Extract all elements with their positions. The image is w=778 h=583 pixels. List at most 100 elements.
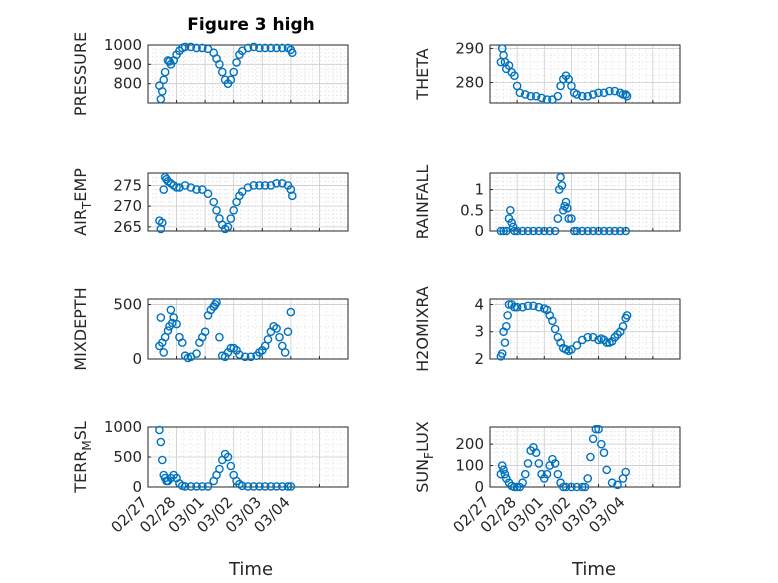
data-point bbox=[496, 469, 506, 479]
data-point bbox=[223, 452, 233, 462]
data-point bbox=[497, 349, 507, 358]
data-point bbox=[572, 90, 582, 99]
data-point bbox=[260, 482, 270, 491]
data-point bbox=[542, 469, 552, 479]
y-axis-label: RAINFALL bbox=[413, 165, 432, 240]
y-axis-label: THETA bbox=[413, 48, 432, 100]
data-point bbox=[223, 222, 233, 232]
data-point bbox=[534, 302, 544, 312]
data-point bbox=[215, 60, 224, 69]
data-point bbox=[583, 332, 593, 342]
data-point bbox=[537, 469, 546, 479]
data-point bbox=[203, 189, 213, 199]
data-point bbox=[515, 88, 525, 98]
data-point bbox=[286, 482, 296, 491]
data-point bbox=[534, 459, 544, 468]
data-point bbox=[192, 43, 201, 53]
data-point bbox=[548, 316, 557, 326]
data-point bbox=[515, 482, 525, 492]
y-tick-label: 900 bbox=[113, 55, 142, 73]
y-tick-label: 800 bbox=[113, 75, 142, 93]
data-point bbox=[556, 172, 565, 182]
data-point bbox=[186, 42, 196, 52]
data-point bbox=[503, 311, 512, 320]
data-point bbox=[602, 338, 612, 347]
data-point bbox=[621, 90, 631, 99]
data-point bbox=[277, 482, 287, 491]
subplot-theta: 280 290 THETA bbox=[413, 39, 681, 104]
y-axis-label: AIRTEMP bbox=[71, 168, 94, 236]
data-point bbox=[229, 67, 239, 77]
data-point bbox=[499, 465, 508, 475]
y-tick-label: 0.5 bbox=[460, 201, 484, 219]
data-point bbox=[550, 459, 560, 468]
data-point bbox=[232, 58, 241, 67]
data-point bbox=[500, 338, 510, 347]
data-point bbox=[277, 43, 287, 53]
data-point bbox=[520, 90, 530, 99]
data-point bbox=[583, 226, 593, 236]
y-axis-label: PRESSURE bbox=[71, 32, 90, 116]
y-tick-label: 500 bbox=[113, 448, 142, 466]
data-point bbox=[512, 482, 522, 492]
y-axis-label: MIXDEPTH bbox=[71, 287, 90, 370]
data-point bbox=[496, 226, 506, 236]
data-point bbox=[558, 482, 568, 492]
y-tick-label: 0 bbox=[132, 350, 142, 368]
data-point bbox=[529, 226, 538, 236]
subplot-rainfall: 0 0.5 1 RAINFALL bbox=[413, 165, 681, 240]
data-point bbox=[607, 478, 617, 488]
data-point bbox=[599, 226, 609, 236]
data-point bbox=[610, 86, 620, 96]
y-tick-label: 2 bbox=[474, 350, 484, 368]
data-point bbox=[246, 352, 256, 362]
data-point bbox=[561, 197, 571, 207]
data-point bbox=[156, 437, 166, 447]
data-point bbox=[217, 67, 227, 77]
data-point bbox=[539, 226, 549, 236]
data-point bbox=[588, 90, 598, 99]
data-point bbox=[594, 88, 603, 98]
data-point bbox=[572, 482, 582, 492]
data-point bbox=[520, 469, 530, 479]
data-point bbox=[192, 482, 201, 491]
data-point bbox=[501, 474, 511, 483]
data-point bbox=[260, 181, 270, 190]
data-point bbox=[192, 185, 201, 194]
data-point bbox=[583, 474, 593, 483]
data-point bbox=[280, 348, 290, 357]
data-point bbox=[243, 482, 253, 491]
data-point bbox=[510, 482, 519, 492]
axes-border bbox=[489, 44, 681, 104]
data-point bbox=[518, 226, 527, 236]
data-point bbox=[160, 67, 170, 77]
data-point bbox=[186, 183, 196, 192]
axes-border bbox=[489, 298, 681, 360]
x-axis-label-right: Time bbox=[571, 559, 616, 580]
data-point bbox=[563, 203, 572, 213]
data-point bbox=[197, 185, 207, 194]
data-point bbox=[512, 226, 522, 236]
data-point bbox=[602, 465, 612, 475]
data-point bbox=[243, 43, 253, 53]
data-point bbox=[553, 469, 563, 479]
axes-border bbox=[489, 426, 681, 488]
data-point bbox=[157, 218, 167, 228]
y-tick-label: 100 bbox=[455, 457, 484, 475]
data-point bbox=[255, 181, 264, 190]
data-point bbox=[180, 482, 190, 491]
data-point bbox=[163, 326, 173, 335]
data-point bbox=[550, 324, 560, 334]
figure-title: Figure 3 high bbox=[187, 15, 315, 35]
data-point bbox=[613, 330, 622, 339]
y-tick-label: 1000 bbox=[104, 418, 142, 436]
data-point bbox=[200, 327, 210, 337]
data-point bbox=[583, 91, 593, 101]
y-axis-label: SUNFLUX bbox=[413, 421, 436, 493]
data-point bbox=[197, 482, 207, 491]
data-point bbox=[266, 181, 276, 190]
data-point bbox=[588, 434, 598, 444]
data-point bbox=[255, 43, 264, 53]
data-point bbox=[159, 75, 169, 85]
